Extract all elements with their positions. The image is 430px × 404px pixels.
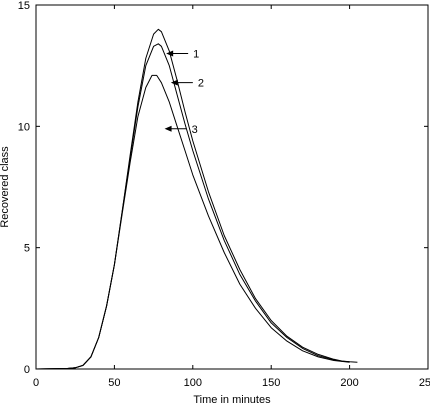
y-tick-label: 10 bbox=[18, 121, 30, 133]
x-axis-label: Time in minutes bbox=[193, 394, 271, 404]
arrow-head bbox=[170, 79, 178, 86]
curve-annotations: 1 2 3 bbox=[164, 49, 204, 136]
series-line-2 bbox=[35, 43, 350, 370]
y-tick-label: 15 bbox=[18, 0, 30, 12]
annotation-label: 3 bbox=[192, 124, 198, 136]
x-tick-label: 200 bbox=[340, 377, 358, 389]
y-tick-label: 0 bbox=[24, 364, 30, 376]
annotation-label: 1 bbox=[193, 49, 199, 61]
y-tick-label: 5 bbox=[24, 243, 30, 255]
annotation-arrow-2: 2 bbox=[170, 78, 204, 90]
arrow-head bbox=[164, 125, 172, 132]
tick-marks bbox=[35, 4, 429, 370]
y-axis-label: Recovered class bbox=[0, 146, 11, 228]
x-tick-label: 100 bbox=[184, 377, 202, 389]
x-tick-label: 250 bbox=[419, 377, 430, 389]
annotation-arrow-1: 1 bbox=[166, 49, 199, 61]
plot-frame bbox=[35, 4, 429, 370]
x-tick-label: 50 bbox=[108, 377, 120, 389]
series-line-3 bbox=[35, 74, 350, 370]
series-lines bbox=[35, 28, 358, 370]
annotation-label: 2 bbox=[198, 78, 204, 90]
tick-labels: 0 50 100 150 200 250 0 5 10 15 bbox=[18, 0, 430, 389]
annotation-arrow-3: 3 bbox=[164, 124, 198, 136]
arrow-head bbox=[166, 50, 174, 57]
x-tick-label: 0 bbox=[33, 377, 39, 389]
x-tick-label: 150 bbox=[262, 377, 280, 389]
series-line-1 bbox=[35, 28, 358, 370]
